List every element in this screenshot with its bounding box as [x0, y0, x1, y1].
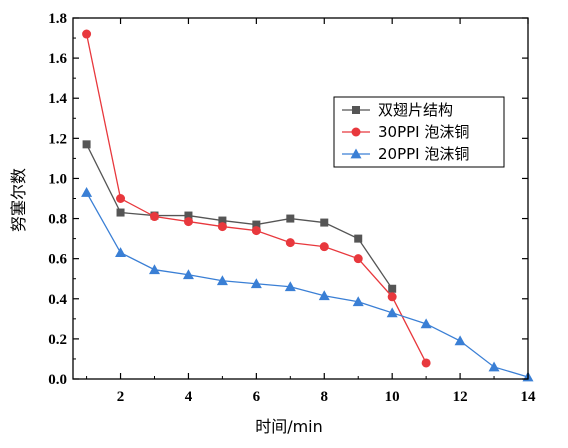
x-tick-label: 10: [385, 389, 400, 405]
data-point: [353, 254, 363, 264]
data-point: [148, 264, 160, 275]
data-point: [182, 269, 194, 280]
data-point: [420, 318, 432, 329]
data-point: [388, 284, 397, 293]
data-point: [386, 307, 398, 318]
data-point: [286, 214, 295, 223]
series-line: [86, 144, 393, 290]
legend-label: 双翅片结构: [378, 101, 453, 119]
data-point: [82, 140, 91, 149]
legend-item: 20PPI 泡沫铜: [342, 145, 469, 163]
y-tick-label: 0.4: [48, 292, 67, 308]
legend-marker: [351, 127, 361, 137]
x-tick-label: 14: [521, 389, 537, 405]
y-tick-label: 1.4: [48, 91, 67, 107]
x-tick-label: 2: [117, 389, 125, 405]
x-axis-title: 时间/min: [255, 417, 323, 436]
y-tick-label: 1.2: [48, 131, 67, 147]
legend: 双翅片结构 30PPI 泡沫铜 20PPI 泡沫铜: [333, 96, 505, 168]
data-point: [251, 226, 261, 236]
legend-marker: [352, 106, 360, 114]
data-point: [82, 29, 92, 39]
x-tick-label: 6: [253, 389, 261, 405]
data-point: [216, 275, 228, 286]
legend-item: 30PPI 泡沫铜: [342, 123, 469, 141]
data-point: [116, 208, 125, 217]
x-tick-label: 8: [321, 389, 329, 405]
data-point: [421, 358, 431, 368]
data-point: [319, 242, 329, 252]
data-point: [184, 211, 193, 220]
legend-label: 30PPI 泡沫铜: [378, 123, 469, 141]
data-point: [354, 234, 363, 243]
data-point: [488, 361, 500, 372]
data-point: [250, 278, 262, 289]
data-point: [285, 238, 295, 248]
y-axis-title: 努塞尔数: [9, 168, 28, 232]
data-point: [217, 222, 227, 232]
plot-frame: [72, 17, 529, 380]
x-tick-label: 4: [185, 389, 193, 405]
data-point: [387, 292, 397, 302]
data-point: [218, 216, 227, 225]
data-point: [284, 281, 296, 292]
series-line: [85, 33, 427, 364]
y-tick-label: 0.2: [48, 332, 67, 348]
data-point: [183, 217, 193, 227]
series-2: [82, 29, 431, 368]
y-tick-label: 0.0: [48, 372, 67, 388]
axes: 2 4 6 8 10 12 14 0.0 0.2 0.4 0.6 0.8 1.0 1.2 1.4 1.6 1.8: [48, 11, 536, 405]
y-tick-label: 0.8: [48, 212, 67, 228]
data-point: [320, 218, 329, 227]
data-point: [318, 290, 330, 301]
y-tick-label: 1.6: [48, 51, 67, 67]
data-point: [115, 247, 127, 258]
legend-marker: [350, 148, 362, 159]
data-point: [454, 335, 466, 346]
y-tick-label: 1.0: [48, 171, 67, 187]
data-point: [252, 220, 261, 229]
data-point: [352, 296, 364, 307]
data-point: [116, 194, 126, 203]
x-tick-label: 12: [453, 389, 468, 405]
plot-area: [81, 29, 534, 382]
legend-label: 20PPI 泡沫铜: [378, 145, 469, 163]
data-point: [149, 212, 159, 222]
y-tick-label: 0.6: [48, 252, 67, 268]
data-point: [81, 186, 93, 197]
y-tick-label: 1.8: [48, 11, 67, 27]
series-1: [82, 140, 397, 293]
series-line: [86, 192, 529, 378]
series-3: [81, 186, 534, 382]
legend-item: 双翅片结构: [342, 101, 453, 119]
